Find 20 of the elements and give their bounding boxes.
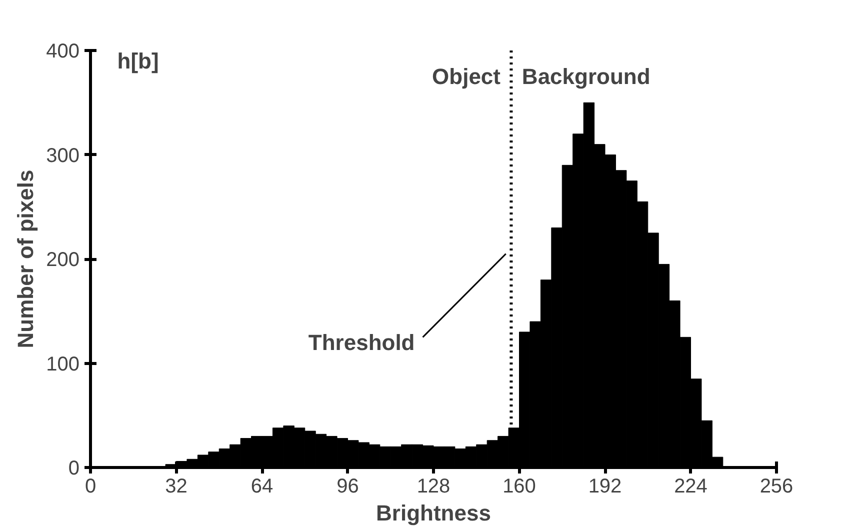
y-tick-label: 400 <box>46 40 80 62</box>
annotation: Background <box>522 64 650 90</box>
x-tick-label: 256 <box>760 476 794 498</box>
x-axis-title: Brightness <box>376 500 491 526</box>
x-tick-label: 192 <box>588 476 622 498</box>
annotation: Object <box>432 64 502 90</box>
x-tick-label: 64 <box>250 476 274 498</box>
x-tick-label: 96 <box>336 476 359 498</box>
x-tick-label: 32 <box>165 476 188 498</box>
x-tick-label: 160 <box>502 476 536 498</box>
y-tick-label: 300 <box>46 144 80 167</box>
annotation: h[b] <box>117 48 159 74</box>
y-tick-label: 0 <box>68 458 80 480</box>
x-tick-label: 128 <box>416 476 450 498</box>
y-axis-title: Number of pixels <box>13 170 38 348</box>
ref-line-label: Threshold <box>308 330 415 355</box>
x-tick-label: 224 <box>674 476 708 498</box>
x-tick-label: 0 <box>84 476 96 498</box>
y-tick-label: 100 <box>46 353 80 376</box>
y-tick-label: 200 <box>46 249 80 271</box>
